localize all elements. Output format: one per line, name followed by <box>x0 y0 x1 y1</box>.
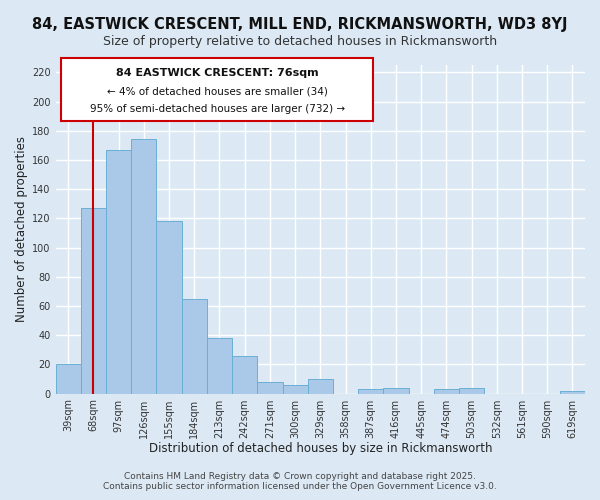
Bar <box>459 388 484 394</box>
FancyBboxPatch shape <box>61 58 373 121</box>
Bar <box>358 389 383 394</box>
Text: ← 4% of detached houses are smaller (34): ← 4% of detached houses are smaller (34) <box>107 86 328 97</box>
Bar <box>106 150 131 394</box>
Bar <box>232 356 257 394</box>
Text: Contains public sector information licensed under the Open Government Licence v3: Contains public sector information licen… <box>103 482 497 491</box>
X-axis label: Distribution of detached houses by size in Rickmansworth: Distribution of detached houses by size … <box>149 442 492 455</box>
Bar <box>383 388 409 394</box>
Bar <box>81 208 106 394</box>
Bar <box>131 140 157 394</box>
Text: Contains HM Land Registry data © Crown copyright and database right 2025.: Contains HM Land Registry data © Crown c… <box>124 472 476 481</box>
Bar <box>207 338 232 394</box>
Bar <box>283 385 308 394</box>
Bar <box>56 364 81 394</box>
Bar <box>308 379 333 394</box>
Bar <box>182 298 207 394</box>
Text: Size of property relative to detached houses in Rickmansworth: Size of property relative to detached ho… <box>103 35 497 48</box>
Bar <box>157 222 182 394</box>
Bar <box>560 390 585 394</box>
Bar <box>434 389 459 394</box>
Y-axis label: Number of detached properties: Number of detached properties <box>15 136 28 322</box>
Text: 95% of semi-detached houses are larger (732) →: 95% of semi-detached houses are larger (… <box>89 104 344 115</box>
Text: 84, EASTWICK CRESCENT, MILL END, RICKMANSWORTH, WD3 8YJ: 84, EASTWICK CRESCENT, MILL END, RICKMAN… <box>32 18 568 32</box>
Text: 84 EASTWICK CRESCENT: 76sqm: 84 EASTWICK CRESCENT: 76sqm <box>116 68 319 78</box>
Bar <box>257 382 283 394</box>
